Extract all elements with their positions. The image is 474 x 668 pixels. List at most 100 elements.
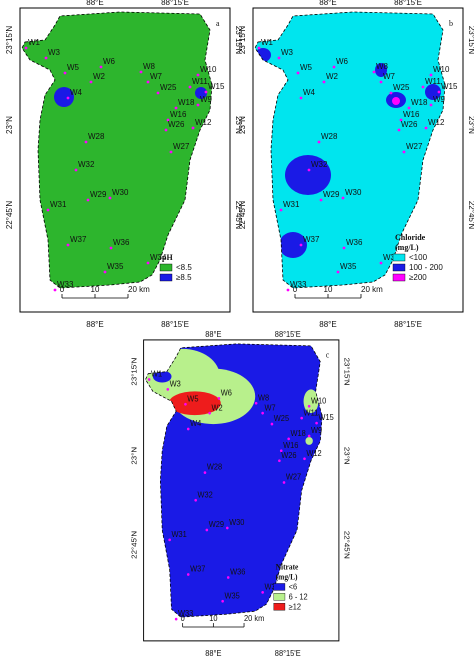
zone [279, 232, 307, 258]
well-dot [319, 198, 323, 202]
well-label: W12 [195, 118, 212, 127]
well-label: W34 [150, 253, 167, 262]
well-label: W25 [160, 83, 177, 92]
well-label: W3 [281, 48, 294, 57]
well-label: W2 [93, 72, 106, 81]
well-label: W29 [209, 520, 224, 529]
study-area [22, 12, 212, 288]
well-label: W33 [178, 609, 193, 618]
legend-label: ≥8.5 [176, 273, 192, 282]
legend-swatch [392, 263, 406, 272]
legend-swatch [159, 263, 173, 272]
well-label: W10 [200, 65, 217, 74]
panel-label: b [449, 19, 453, 28]
well-label: W8 [258, 393, 269, 402]
well-label: W5 [187, 394, 198, 403]
zone [168, 391, 221, 416]
legend-label: ≥200 [409, 273, 427, 282]
lat-label: 22°45'N [5, 201, 14, 230]
lat-label: 23°15'N [342, 358, 351, 386]
well-dot [46, 208, 50, 212]
legend-title: (mg/L) [276, 572, 298, 581]
well-dot [379, 80, 383, 84]
well-dot [186, 427, 190, 431]
well-label: W37 [70, 235, 87, 244]
well-label: W16 [170, 110, 187, 119]
well-label: W30 [345, 188, 362, 197]
well-dot [89, 80, 93, 84]
well-label: W32 [198, 490, 213, 499]
legend-label: 6 - 12 [289, 592, 308, 601]
boundary [145, 343, 323, 618]
well-dot [86, 198, 90, 202]
well-dot [205, 528, 209, 532]
well-dot [168, 538, 171, 542]
well-label: W35 [107, 262, 124, 271]
legend-label: 100 - 200 [409, 263, 443, 272]
well-dot [307, 168, 311, 172]
zone [303, 389, 319, 414]
well-label: W31 [50, 200, 67, 209]
panel-label: c [326, 350, 330, 359]
lon-label: 88°15'E [161, 320, 189, 329]
scale-label: 10 [209, 614, 217, 623]
well-label: W15 [441, 82, 458, 91]
legend-swatch [273, 583, 286, 591]
well-label: W37 [303, 235, 320, 244]
well-dot [296, 71, 300, 75]
well-dot [226, 576, 230, 579]
lat-label: 23°N [467, 116, 474, 134]
well-dot [99, 65, 103, 69]
well-dot [108, 196, 112, 200]
legend-title: Nitrate [276, 562, 299, 571]
well-dot [164, 128, 168, 132]
legend-title: pH [162, 253, 173, 262]
scale-label: 20 km [361, 285, 383, 294]
well-label: W26 [401, 120, 418, 129]
well-dot [299, 96, 303, 100]
zones [54, 87, 207, 107]
legend-swatch [392, 253, 406, 262]
well-dot [24, 46, 28, 50]
boundary [21, 11, 213, 289]
well-label: W3 [48, 48, 61, 57]
well-dot [139, 70, 143, 74]
well-label: W15 [318, 413, 333, 422]
well-label: W18 [178, 98, 195, 107]
well-label: W33 [290, 280, 307, 289]
well-dot [103, 270, 107, 274]
well-label: W26 [281, 451, 296, 460]
well-dot [169, 150, 173, 154]
well-dot [315, 421, 318, 425]
well-label: W4 [190, 419, 202, 428]
well-dot [342, 246, 346, 250]
zone [305, 436, 313, 445]
legend-label: <6 [289, 582, 297, 591]
well-dot [166, 388, 170, 391]
well-dot [44, 56, 48, 60]
well-dot [166, 118, 170, 122]
well-label: W35 [225, 591, 240, 600]
well-dot [402, 150, 406, 154]
well-dot [184, 402, 187, 406]
well-label: W16 [403, 110, 420, 119]
well-label: W6 [103, 57, 116, 66]
well-dot [204, 90, 208, 94]
well-dot [279, 449, 283, 453]
well-label: W4 [70, 88, 83, 97]
legend-label: <8.5 [176, 263, 192, 272]
well-label: W33 [57, 280, 74, 289]
well-label: W10 [311, 396, 326, 405]
lat-label: 23°N [5, 116, 14, 134]
study-area [255, 12, 445, 288]
well-label: W1 [151, 369, 162, 378]
well-label: W9 [311, 426, 322, 435]
well-dot [217, 396, 221, 400]
scale-label: 0 [60, 285, 65, 294]
lat-label: 22°45'N [467, 201, 474, 230]
well-label: W32 [311, 160, 328, 169]
legend-label: ≥12 [289, 602, 301, 611]
well-dot [270, 422, 274, 426]
